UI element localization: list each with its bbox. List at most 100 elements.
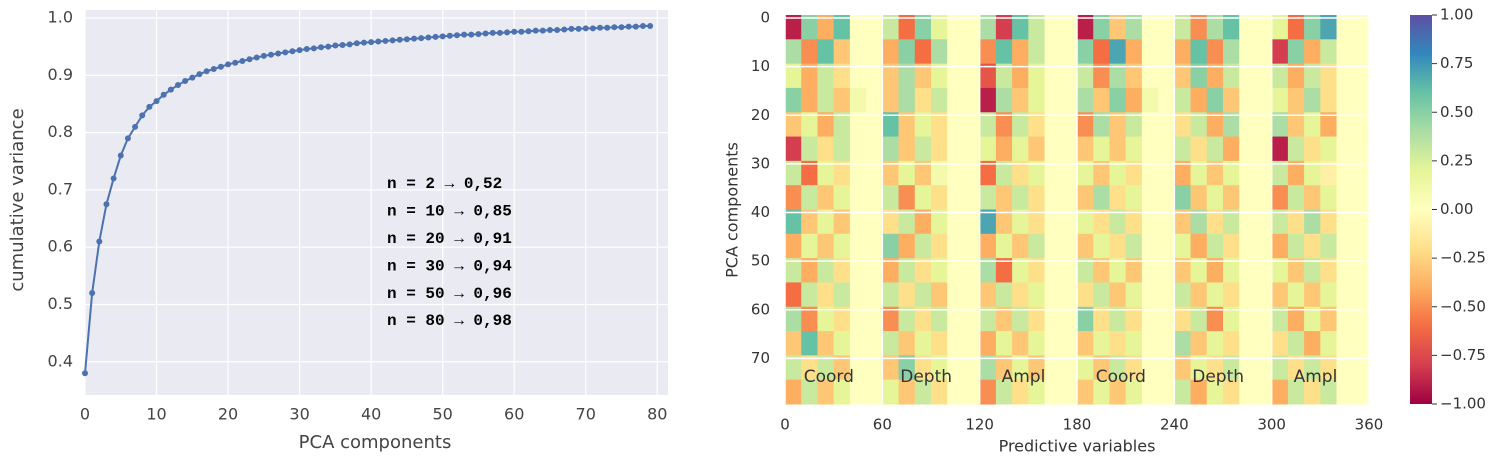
heatmap-cell (1320, 87, 1338, 113)
heatmap-cell (979, 209, 997, 235)
marker (504, 29, 511, 36)
heatmap-cell (1255, 306, 1273, 332)
heatmap-cell (1352, 258, 1370, 283)
heatmap-cell (833, 379, 851, 405)
heatmap-cell (801, 15, 818, 40)
marker (546, 27, 553, 34)
heatmap-cell (1012, 258, 1029, 283)
heatmap-cell (1206, 160, 1224, 186)
heatmap-cell (1287, 15, 1305, 40)
heatmap-cell (1141, 185, 1159, 210)
heatmap-cell (947, 15, 964, 40)
y-tick-label: 30 (751, 154, 770, 172)
heatmap-cell (1060, 87, 1078, 113)
heatmap-cell (882, 87, 900, 113)
heatmap-cell (914, 136, 932, 162)
marker (453, 32, 460, 39)
heatmap-cell (963, 63, 981, 89)
marker (318, 44, 325, 51)
heatmap-cell (995, 15, 1013, 40)
heatmap-cell (1141, 136, 1159, 162)
marker (461, 31, 468, 38)
heatmap-cell (995, 282, 1013, 308)
heatmap-cell (1190, 87, 1208, 113)
heatmap-cell (1028, 282, 1046, 308)
heatmap-cell (801, 185, 818, 210)
heatmap-cell (785, 87, 802, 113)
heatmap-cell (1044, 39, 1062, 65)
heatmap-cell (1093, 355, 1110, 381)
heatmap-cell (979, 355, 997, 381)
heatmap-cell (1125, 233, 1143, 259)
x-tick-label: 180 (1063, 416, 1092, 434)
heatmap-cell (963, 112, 981, 138)
heatmap-cell (1239, 15, 1256, 40)
marker (275, 50, 282, 57)
heatmap-cell (1077, 282, 1094, 308)
heatmap-cell (898, 15, 916, 40)
heatmap-cell (882, 160, 900, 186)
x-tick-label: 60 (873, 416, 892, 434)
heatmap-cell (849, 112, 867, 138)
heatmap-cell (1190, 136, 1208, 162)
heatmap-cell (849, 233, 867, 259)
heatmap-cell (1206, 379, 1224, 405)
heatmap-cell (1060, 112, 1078, 138)
heatmap-cell (1304, 379, 1321, 405)
heatmap-cell (817, 185, 835, 210)
marker (232, 59, 239, 66)
heatmap-cell (849, 39, 867, 65)
heatmap-cell (801, 379, 818, 405)
heatmap-cell (785, 331, 802, 356)
heatmap-cell (817, 87, 835, 113)
heatmap-cell (1239, 185, 1256, 210)
heatmap-cell (1336, 209, 1354, 235)
heatmap-cell (1158, 87, 1175, 113)
heatmap-cell (1352, 39, 1370, 65)
heatmap-cell (1239, 331, 1256, 356)
heatmap-cell (1287, 63, 1305, 89)
heatmap-cell (1271, 306, 1289, 332)
colorbar-tick-label: 1.00 (1440, 6, 1473, 24)
heatmap-cell (1287, 112, 1305, 138)
heatmap-cell (1044, 233, 1062, 259)
heatmap-cell (866, 209, 883, 235)
marker (353, 40, 360, 47)
heatmap-cell (1012, 15, 1029, 40)
heatmap-cell (914, 258, 932, 283)
heatmap-cell (817, 112, 835, 138)
heatmap-cell (1352, 379, 1370, 405)
heatmap-cell (914, 331, 932, 356)
heatmap-cell (979, 160, 997, 186)
marker (103, 201, 110, 208)
heatmap-cell (833, 282, 851, 308)
heatmap-cell (1174, 87, 1192, 113)
x-tick-label: 10 (146, 405, 166, 424)
heatmap-cell (849, 15, 867, 40)
heatmap-cell (1109, 331, 1127, 356)
heatmap-cell (898, 136, 916, 162)
heatmap-cell (1174, 355, 1192, 381)
heatmap-cell (1206, 15, 1224, 40)
heatmap-cell (947, 258, 964, 283)
heatmap-cell (898, 160, 916, 186)
heatmap-cell (1141, 209, 1159, 235)
heatmap-cell (1320, 379, 1338, 405)
heatmap-cell (1206, 306, 1224, 332)
heatmap-cell (785, 136, 802, 162)
marker (561, 26, 568, 33)
heatmap-cell (979, 306, 997, 332)
heatmap-cell (1174, 15, 1192, 40)
colorbar-tick-label: −0.25 (1440, 249, 1486, 267)
heatmap-cell (849, 63, 867, 89)
marker (518, 28, 525, 35)
heatmap-cell (1093, 209, 1110, 235)
heatmap-cell (849, 160, 867, 186)
heatmap-cell (914, 306, 932, 332)
marker (139, 112, 146, 119)
heatmap-cell (1125, 185, 1143, 210)
heatmap-cell (1352, 136, 1370, 162)
heatmap-cell (1028, 160, 1046, 186)
heatmap-cell (1255, 136, 1273, 162)
heatmap-cell (914, 233, 932, 259)
